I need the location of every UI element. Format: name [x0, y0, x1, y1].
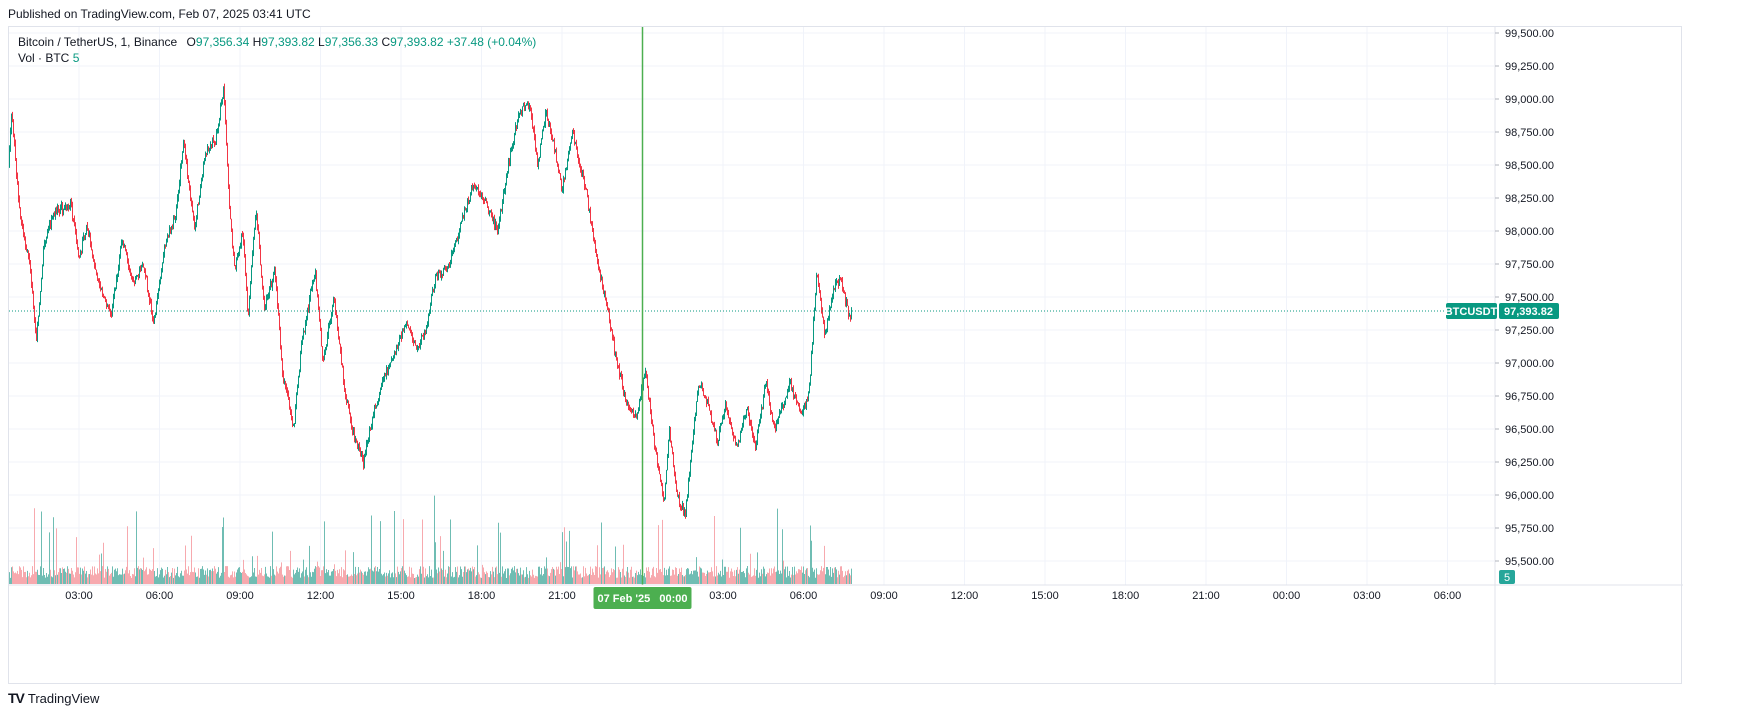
x-tick-label: 18:00 [1112, 590, 1140, 602]
legend-high-label: H [252, 35, 262, 49]
x-tick-label: 06:00 [790, 590, 818, 602]
y-tick-label: 97,750.00 [1505, 259, 1554, 271]
crosshair-time-label-text: 07 Feb '25 00:00 [597, 593, 687, 605]
x-tick-label: 09:00 [870, 590, 898, 602]
volume-legend-label[interactable]: Vol · BTC [18, 51, 70, 65]
published-caption: Published on TradingView.com, Feb 07, 20… [8, 7, 311, 21]
crosshair-time-label: 07 Feb '25 00:00 [593, 587, 692, 609]
x-tick-label: 21:00 [1192, 590, 1220, 602]
ohlc-legend-row: Bitcoin / TetherUS, 1, Binance O97,356.3… [18, 34, 536, 50]
y-tick-label: 98,750.00 [1505, 127, 1554, 139]
volume-legend-value: 5 [72, 51, 80, 65]
price-tag-symbol-bg [1446, 303, 1497, 320]
y-tick-label: 99,500.00 [1505, 28, 1554, 40]
y-tick-label: 98,000.00 [1505, 226, 1554, 238]
x-tick-label: 03:00 [65, 590, 93, 602]
x-tick-label: 12:00 [951, 590, 979, 602]
x-tick-label: 21:00 [548, 590, 576, 602]
y-tick-label: 99,000.00 [1505, 94, 1554, 106]
crosshair-time-label-bg [593, 587, 692, 609]
time-axis[interactable]: 03:0006:0009:0012:0015:0018:0021:00603:0… [65, 590, 1461, 602]
y-tick-label: 97,500.00 [1505, 292, 1554, 304]
legend-low-value: 97,356.33 [324, 35, 379, 49]
price-chart[interactable]: 99,500.00 99,250.00 99,000.00 98,750.00 98,5… [9, 27, 1683, 685]
volume-tag-text: 5 [1504, 572, 1510, 584]
x-tick-label: 12:00 [307, 590, 335, 602]
x-tick-label: 15:00 [387, 590, 415, 602]
y-tick-label: 98,500.00 [1505, 160, 1554, 172]
price-tag-price: 97,393.82 [1504, 306, 1553, 318]
legend-symbol[interactable]: Bitcoin / TetherUS, 1, Binance [18, 35, 178, 49]
candles [9, 83, 852, 519]
grid [9, 27, 1494, 585]
legend-open-value: 97,356.34 [195, 35, 250, 49]
x-tick-label: 18:00 [468, 590, 496, 602]
y-tick-label: 98,250.00 [1505, 193, 1554, 205]
volume-tag: 5 [1499, 570, 1515, 584]
y-tick-label: 97,250.00 [1505, 325, 1554, 337]
x-tick-label: 03:00 [1353, 590, 1381, 602]
x-tick-label: 09:00 [226, 590, 254, 602]
footer-branding[interactable]: TV TradingView [8, 690, 99, 706]
y-tick-label: 96,750.00 [1505, 391, 1554, 403]
legend-change: +37.48 (+0.04%) [446, 35, 537, 49]
y-tick-label: 95,750.00 [1505, 523, 1554, 535]
y-tick-label: 96,500.00 [1505, 424, 1554, 436]
legend-close-value: 97,393.82 [390, 35, 444, 49]
chart-pane[interactable]: 99,500.00 99,250.00 99,000.00 98,750.00 98,5… [8, 26, 1683, 685]
chart-legend: Bitcoin / TetherUS, 1, Binance O97,356.3… [18, 34, 536, 66]
price-axis[interactable]: 99,500.00 99,250.00 99,000.00 98,750.00 98,5… [1495, 28, 1554, 568]
y-tick-label: 95,500.00 [1505, 556, 1554, 568]
tradingview-logo-icon: TV [8, 690, 25, 706]
y-tick-label: 96,000.00 [1505, 490, 1554, 502]
footer-brand-name: TradingView [27, 690, 100, 706]
volume-bars [9, 495, 852, 584]
legend-low-label: L [318, 35, 325, 49]
volume-legend-row: Vol · BTC 5 [18, 50, 536, 66]
legend-open-label: O [186, 35, 196, 49]
y-tick-label: 97,000.00 [1505, 358, 1554, 370]
legend-high-value: 97,393.82 [261, 35, 315, 49]
y-tick-label: 99,250.00 [1505, 61, 1554, 73]
x-tick-label: 03:00 [709, 590, 737, 602]
price-tag-symbol: BTCUSDT [1445, 306, 1498, 318]
volume-tag-bg [1499, 570, 1515, 584]
x-tick-label: 06:00 [1434, 590, 1462, 602]
y-tick-label: 96,250.00 [1505, 457, 1554, 469]
price-tag-price-bg [1499, 303, 1559, 320]
x-tick-label: 06:00 [146, 590, 174, 602]
price-tag: BTCUSDT 97,393.82 [1445, 303, 1559, 320]
legend-close-label: C [381, 35, 391, 49]
x-tick-label: 00:00 [1273, 590, 1301, 602]
x-tick-label: 15:00 [1031, 590, 1059, 602]
